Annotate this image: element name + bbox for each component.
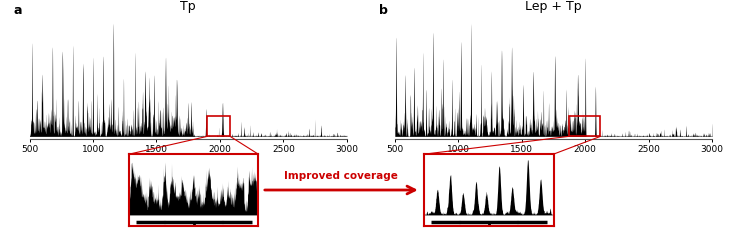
Text: a: a: [13, 4, 22, 17]
Title: Lep + Tp: Lep + Tp: [525, 0, 582, 13]
Text: Improved coverage: Improved coverage: [284, 171, 399, 181]
Text: b: b: [379, 4, 388, 17]
Title: Tp: Tp: [180, 0, 196, 13]
Bar: [569, 116, 601, 136]
Bar: [207, 116, 230, 136]
